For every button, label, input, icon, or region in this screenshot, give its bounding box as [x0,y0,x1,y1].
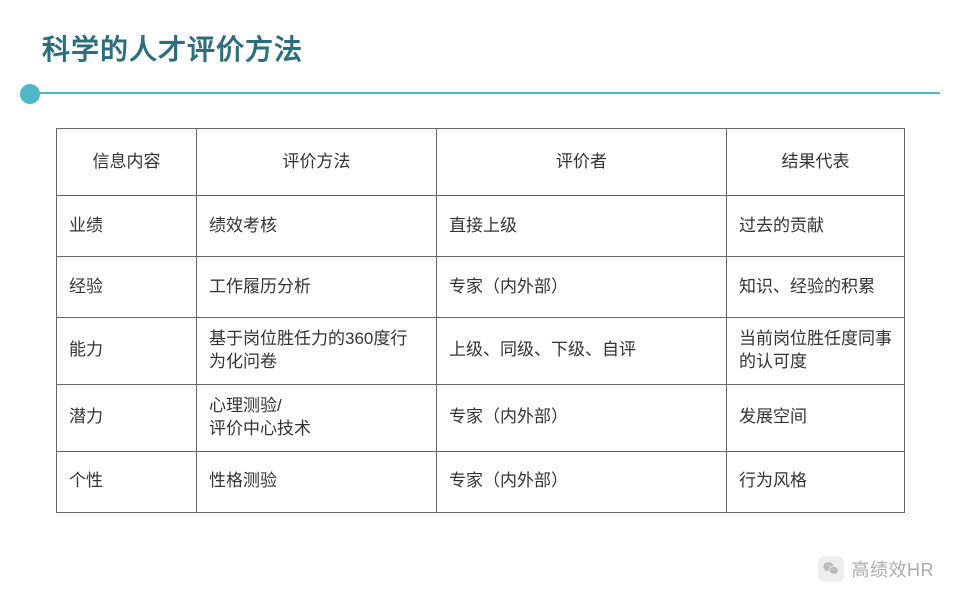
cell-result: 过去的贡献 [727,196,905,257]
cell-info: 个性 [57,451,197,512]
cell-evaluator: 上级、同级、下级、自评 [437,318,727,385]
cell-evaluator: 直接上级 [437,196,727,257]
cell-result: 知识、经验的积累 [727,257,905,318]
table-row: 潜力 心理测验/评价中心技术 专家（内外部） 发展空间 [57,384,905,451]
evaluation-table: 信息内容 评价方法 评价者 结果代表 业绩 绩效考核 直接上级 过去的贡献 经验… [56,128,905,513]
cell-info: 潜力 [57,384,197,451]
title-area: 科学的人才评价方法 [42,28,918,88]
cell-evaluator: 专家（内外部） [437,451,727,512]
table-row: 经验 工作履历分析 专家（内外部） 知识、经验的积累 [57,257,905,318]
cell-evaluator: 专家（内外部） [437,257,727,318]
col-header-result: 结果代表 [727,129,905,196]
table-row: 业绩 绩效考核 直接上级 过去的贡献 [57,196,905,257]
watermark: 高绩效HR [818,556,935,582]
col-header-method: 评价方法 [197,129,437,196]
slide: 科学的人才评价方法 信息内容 评价方法 评价者 结果代表 业绩 绩效考核 [0,0,960,600]
evaluation-table-wrap: 信息内容 评价方法 评价者 结果代表 业绩 绩效考核 直接上级 过去的贡献 经验… [56,128,904,513]
cell-method: 性格测验 [197,451,437,512]
col-header-info: 信息内容 [57,129,197,196]
table-row: 能力 基于岗位胜任力的360度行为化问卷 上级、同级、下级、自评 当前岗位胜任度… [57,318,905,385]
wechat-icon [818,556,844,582]
cell-result: 发展空间 [727,384,905,451]
page-title: 科学的人才评价方法 [42,28,918,68]
cell-result: 当前岗位胜任度同事的认可度 [727,318,905,385]
cell-result: 行为风格 [727,451,905,512]
cell-method: 工作履历分析 [197,257,437,318]
table-row: 个性 性格测验 专家（内外部） 行为风格 [57,451,905,512]
title-underline [22,92,940,94]
table-header-row: 信息内容 评价方法 评价者 结果代表 [57,129,905,196]
cell-info: 业绩 [57,196,197,257]
cell-info: 能力 [57,318,197,385]
watermark-text: 高绩效HR [852,556,935,582]
cell-method: 心理测验/评价中心技术 [197,384,437,451]
col-header-evaluator: 评价者 [437,129,727,196]
cell-method: 绩效考核 [197,196,437,257]
cell-info: 经验 [57,257,197,318]
cell-method: 基于岗位胜任力的360度行为化问卷 [197,318,437,385]
cell-evaluator: 专家（内外部） [437,384,727,451]
title-accent-dot [20,84,40,104]
